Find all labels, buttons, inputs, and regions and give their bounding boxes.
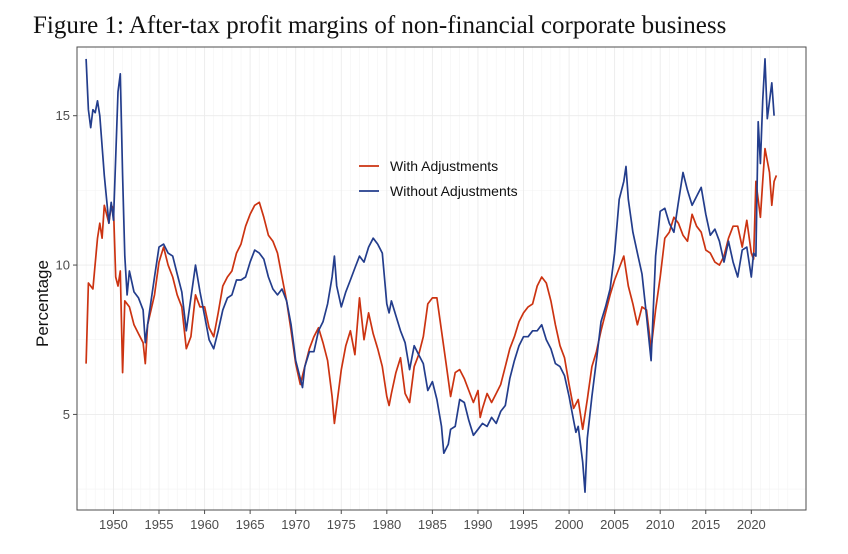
x-tick-label: 2000 [555, 517, 584, 532]
legend-label: With Adjustments [390, 158, 498, 174]
y-tick-label: 10 [56, 258, 70, 273]
x-tick-label: 2020 [737, 517, 766, 532]
x-tick-label: 1980 [372, 517, 401, 532]
y-axis-title: Percentage [33, 260, 52, 347]
chart-title: Figure 1: After-tax profit margins of no… [33, 12, 727, 39]
x-tick-label: 1995 [509, 517, 538, 532]
y-tick-label: 5 [63, 407, 70, 422]
series-lines [85, 58, 778, 493]
x-tick-label: 1960 [190, 517, 219, 532]
x-tick-label: 1990 [463, 517, 492, 532]
x-tick-label: 2010 [646, 517, 675, 532]
y-axis-ticks: 5 10 15 [56, 108, 77, 422]
legend: With Adjustments Without Adjustments [359, 158, 518, 199]
grid [76, 47, 807, 510]
x-tick-label: 1950 [99, 517, 128, 532]
x-tick-label: 1970 [281, 517, 310, 532]
series-line-with-adjustments [85, 147, 778, 431]
legend-label: Without Adjustments [390, 183, 518, 199]
plot-panel-border [76, 46, 807, 511]
x-tick-label: 2005 [600, 517, 629, 532]
series-line-without-adjustments [85, 58, 775, 493]
x-tick-label: 1985 [418, 517, 447, 532]
x-tick-label: 1955 [145, 517, 174, 532]
y-tick-label: 15 [56, 108, 70, 123]
x-tick-label: 1965 [236, 517, 265, 532]
x-tick-label: 2015 [691, 517, 720, 532]
x-axis-ticks: 1950 1955 1960 1965 1970 1975 1980 1985 1990 1995… [99, 510, 766, 532]
x-tick-label: 1975 [327, 517, 356, 532]
